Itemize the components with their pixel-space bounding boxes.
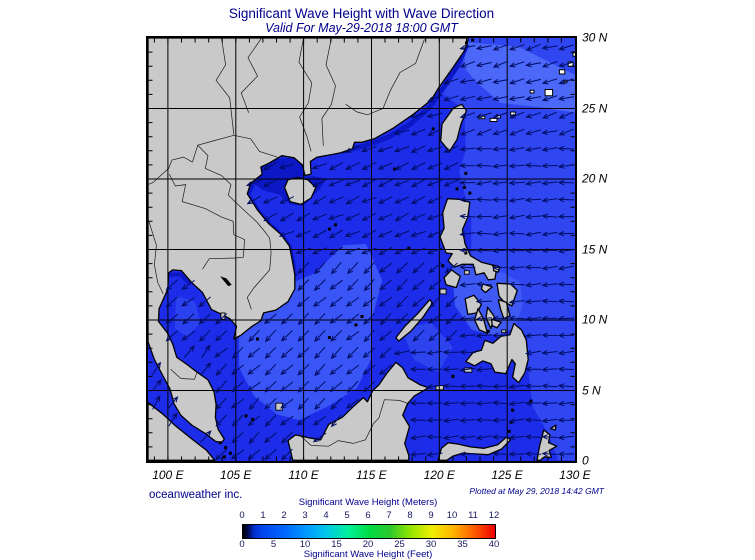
lat-label: 30 N bbox=[582, 30, 608, 45]
country-borders-layer bbox=[148, 38, 425, 447]
plotted-timestamp: Plotted at May 29, 2018 14:42 GMT bbox=[469, 486, 604, 496]
lat-label: 15 N bbox=[582, 242, 608, 257]
legend-colorbar bbox=[242, 524, 496, 539]
attribution: oceanweather inc. bbox=[149, 489, 243, 501]
page-title: Significant Wave Height with Wave Direct… bbox=[228, 6, 495, 21]
meters-tick-label: 2 bbox=[281, 510, 287, 521]
valid-time-subtitle: Valid For May-29-2018 18:00 GMT bbox=[265, 21, 458, 35]
lon-label: 100 E bbox=[152, 468, 184, 482]
lon-label: 120 E bbox=[423, 468, 455, 482]
meters-tick-label: 8 bbox=[407, 510, 413, 521]
lon-label: 115 E bbox=[356, 468, 387, 482]
feet-tick-label: 25 bbox=[394, 539, 405, 550]
feet-tick-label: 20 bbox=[362, 539, 374, 550]
meters-tick-label: 12 bbox=[488, 510, 500, 521]
meters-tick-label: 7 bbox=[386, 510, 392, 521]
lat-label: 20 N bbox=[582, 171, 608, 186]
meters-tick-label: 9 bbox=[428, 510, 434, 521]
lon-label: 110 E bbox=[288, 468, 319, 482]
meters-tick-label: 4 bbox=[323, 510, 329, 521]
meters-tick-label: 11 bbox=[468, 510, 478, 521]
wave-map bbox=[148, 38, 575, 461]
lon-label: 125 E bbox=[491, 468, 523, 482]
lat-label: 0 bbox=[582, 453, 589, 468]
feet-tick-label: 0 bbox=[239, 539, 245, 550]
map-frame bbox=[146, 36, 577, 463]
feet-tick-label: 10 bbox=[299, 539, 311, 550]
frame-ticks-layer bbox=[148, 38, 575, 461]
meters-tick-label: 10 bbox=[446, 510, 458, 521]
feet-tick-label: 15 bbox=[331, 539, 342, 550]
meters-tick-label: 5 bbox=[344, 510, 350, 521]
lat-label: 5 N bbox=[582, 383, 601, 398]
legend-title-meters: Significant Wave Height (Meters) bbox=[298, 497, 438, 508]
meters-tick-label: 3 bbox=[302, 510, 308, 521]
meters-tick-label: 0 bbox=[239, 510, 245, 521]
lat-label: 10 N bbox=[582, 312, 608, 327]
feet-tick-label: 30 bbox=[425, 539, 437, 550]
feet-tick-label: 5 bbox=[270, 539, 277, 550]
legend-scale-feet: 0 5 10 15 20 25 30 35 40 bbox=[239, 539, 499, 550]
legend-title-feet: Significant Wave Height (Feet) bbox=[303, 549, 433, 560]
feet-tick-label: 35 bbox=[457, 539, 468, 550]
lon-label: 105 E bbox=[220, 468, 252, 482]
legend-scale-meters: 0 1 2 3 4 5 6 7 8 9 10 11 12 bbox=[239, 510, 499, 521]
meters-tick-label: 6 bbox=[365, 510, 371, 521]
wave-direction-arrows-layer bbox=[151, 43, 575, 461]
lat-label: 25 N bbox=[582, 101, 608, 116]
lon-label: 130 E bbox=[559, 468, 591, 482]
meters-tick-label: 1 bbox=[260, 510, 266, 521]
feet-tick-label: 40 bbox=[488, 539, 500, 550]
